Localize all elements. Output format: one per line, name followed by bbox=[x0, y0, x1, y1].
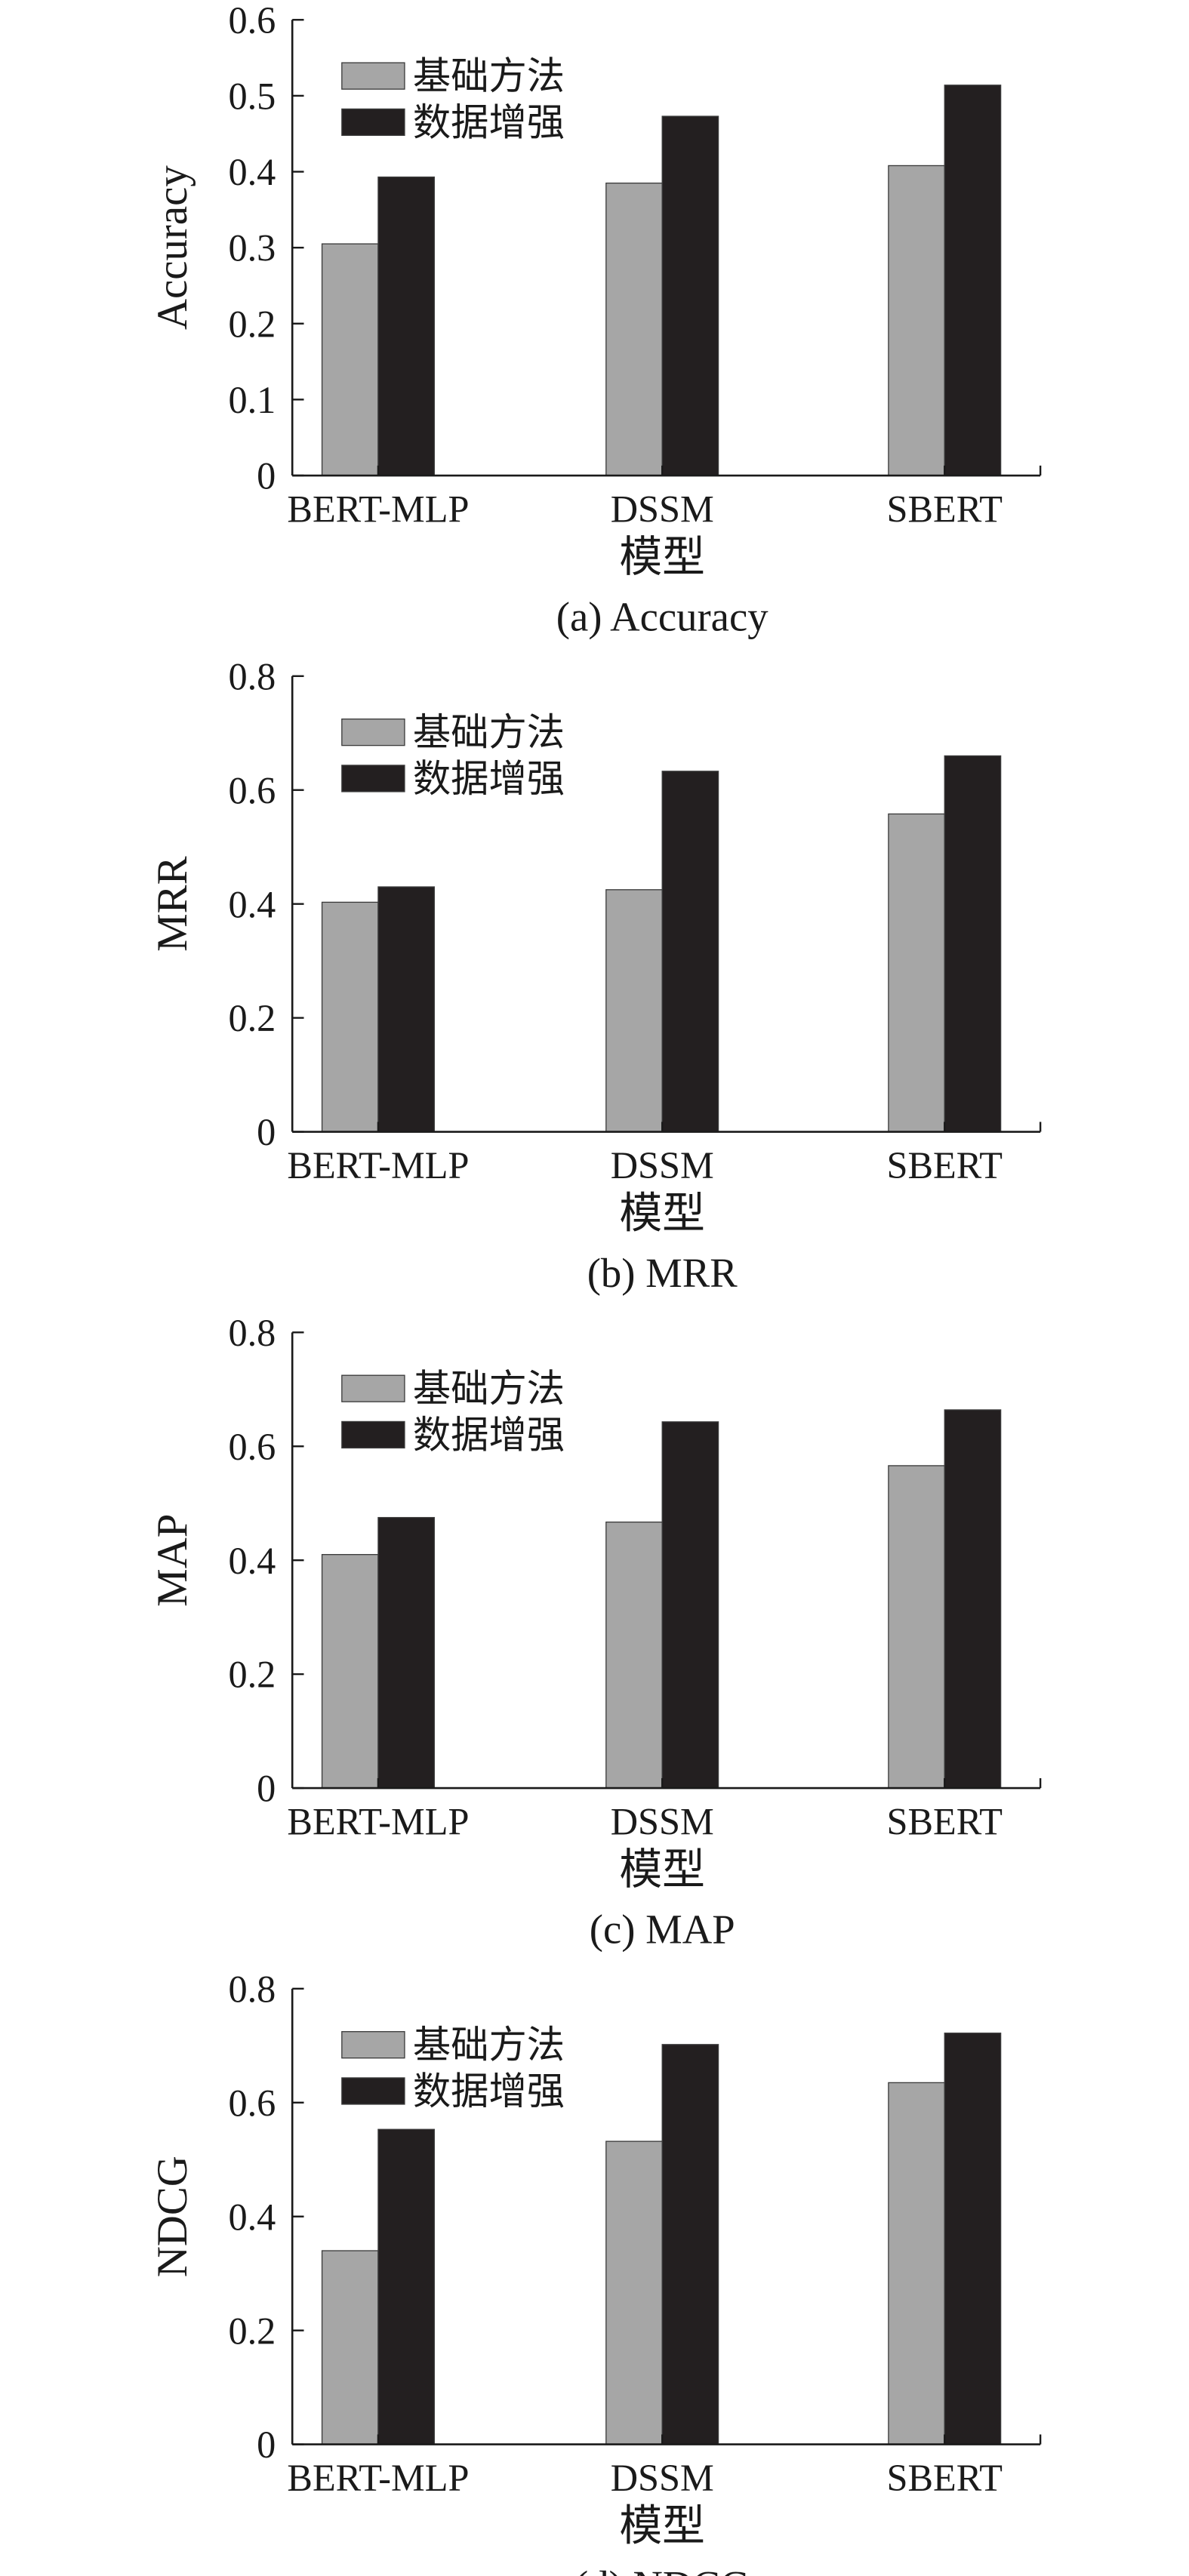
bar-dssm-series-2 bbox=[661, 771, 719, 1133]
x-tick-label: BERT-MLP bbox=[287, 1144, 469, 1186]
legend-label: 基础方法 bbox=[413, 1368, 565, 1410]
legend-label: 基础方法 bbox=[413, 55, 565, 97]
x-tick-label: SBERT bbox=[887, 1800, 1003, 1842]
y-tick-label: 0.8 bbox=[228, 655, 276, 697]
bar-sbert-series-2 bbox=[944, 85, 1002, 476]
bar-bert-mlp-series-2 bbox=[377, 886, 435, 1133]
bar-bert-mlp-series-1 bbox=[321, 901, 379, 1133]
x-tick-label: BERT-MLP bbox=[287, 488, 469, 530]
chart-panel-3: 0 0.2 0.4 0.6 0.8 BERT-MLP DSSM SBERT 模型 MAP (c) M… bbox=[149, 1312, 1042, 1953]
bar-sbert-series-2 bbox=[944, 755, 1002, 1133]
legend-swatch bbox=[341, 2077, 405, 2105]
legend-swatch bbox=[341, 108, 405, 137]
bar-sbert-series-2 bbox=[944, 2033, 1002, 2445]
y-axis-title: MAP bbox=[149, 1514, 196, 1607]
legend-swatch bbox=[341, 765, 405, 792]
y-tick-label: 0.6 bbox=[228, 2082, 276, 2124]
legend-label: 基础方法 bbox=[413, 712, 565, 754]
y-axis-title: NDCG bbox=[149, 2156, 196, 2277]
chart-caption: (c) MAP bbox=[590, 1907, 735, 1953]
y-tick-label: 0.4 bbox=[228, 1540, 276, 1582]
legend-swatch bbox=[341, 1420, 405, 1449]
y-tick-label: 0 bbox=[257, 455, 276, 497]
x-tick-label: DSSM bbox=[611, 1144, 714, 1186]
y-tick-label: 0.4 bbox=[228, 2196, 276, 2238]
bar-bert-mlp-series-1 bbox=[321, 2250, 379, 2445]
legend-swatch bbox=[341, 2031, 405, 2059]
y-tick-label: 0.3 bbox=[228, 227, 276, 269]
y-tick-label: 0.5 bbox=[228, 75, 276, 117]
bar-dssm-series-2 bbox=[661, 2044, 719, 2445]
chart-caption: (d) NDCG bbox=[574, 2562, 750, 2576]
x-axis-title: 模型 bbox=[619, 1846, 705, 1894]
y-tick-label: 0.1 bbox=[228, 379, 276, 421]
y-tick-label: 0.4 bbox=[228, 151, 276, 193]
y-tick-label: 0.6 bbox=[228, 0, 276, 42]
legend-swatch bbox=[341, 719, 405, 746]
x-tick-label: SBERT bbox=[887, 1144, 1003, 1186]
y-tick-label: 0.2 bbox=[228, 997, 276, 1039]
y-tick-label: 0.2 bbox=[228, 1654, 276, 1696]
bar-sbert-series-1 bbox=[888, 165, 945, 476]
y-tick-label: 0 bbox=[257, 1111, 276, 1153]
y-tick-label: 0.6 bbox=[228, 1426, 276, 1468]
bar-bert-mlp-series-2 bbox=[377, 176, 435, 476]
y-tick-label: 0.2 bbox=[228, 2310, 276, 2352]
y-tick-label: 0 bbox=[257, 1768, 276, 1810]
bar-dssm-series-1 bbox=[605, 2141, 663, 2445]
x-axis-title: 模型 bbox=[619, 2502, 705, 2550]
bar-dssm-series-2 bbox=[661, 1421, 719, 1789]
y-tick-label: 0 bbox=[257, 2424, 276, 2466]
bar-dssm-series-1 bbox=[605, 182, 663, 476]
bar-sbert-series-1 bbox=[888, 2082, 945, 2445]
x-tick-label: BERT-MLP bbox=[287, 2457, 469, 2499]
y-axis-title: Accuracy bbox=[149, 165, 196, 330]
bar-bert-mlp-series-2 bbox=[377, 2128, 435, 2445]
x-tick-label: BERT-MLP bbox=[287, 1800, 469, 1842]
x-tick-label: SBERT bbox=[887, 2457, 1003, 2499]
y-tick-label: 0.2 bbox=[228, 303, 276, 345]
legend-label: 数据增强 bbox=[413, 1414, 565, 1456]
legend-swatch bbox=[341, 1374, 405, 1402]
bar-bert-mlp-series-1 bbox=[321, 243, 379, 476]
y-tick-label: 0.6 bbox=[228, 769, 276, 811]
bar-dssm-series-1 bbox=[605, 889, 663, 1133]
x-axis-title: 模型 bbox=[619, 1190, 705, 1237]
legend-label: 数据增强 bbox=[413, 2070, 565, 2113]
bar-sbert-series-1 bbox=[888, 1465, 945, 1789]
bar-dssm-series-1 bbox=[605, 1521, 663, 1789]
chart-panel-1: 0 0.1 0.2 0.3 0.4 0.5 0.6 BERT-MLP DSSM SBERT 模型 Ac… bbox=[149, 0, 1042, 640]
chart-panel-2: 0 0.2 0.4 0.6 0.8 BERT-MLP DSSM SBERT 模型 MRR (b) M… bbox=[149, 655, 1042, 1296]
x-tick-label: DSSM bbox=[611, 2457, 714, 2499]
y-tick-label: 0.8 bbox=[228, 1312, 276, 1354]
x-tick-label: DSSM bbox=[611, 1800, 714, 1842]
x-tick-label: DSSM bbox=[611, 488, 714, 530]
bar-sbert-series-1 bbox=[888, 813, 945, 1133]
legend-label: 数据增强 bbox=[413, 101, 565, 143]
y-axis-title: MRR bbox=[149, 856, 196, 951]
chart-caption: (a) Accuracy bbox=[556, 594, 769, 640]
chart-panel-4: 0 0.2 0.4 0.6 0.8 BERT-MLP DSSM SBERT 模型 NDCG (d) … bbox=[149, 1968, 1042, 2576]
y-tick-label: 0.4 bbox=[228, 883, 276, 925]
bar-dssm-series-2 bbox=[661, 115, 719, 476]
bar-bert-mlp-series-2 bbox=[377, 1516, 435, 1789]
x-tick-label: SBERT bbox=[887, 488, 1003, 530]
bar-bert-mlp-series-1 bbox=[321, 1553, 379, 1789]
legend-label: 数据增强 bbox=[413, 758, 565, 800]
x-axis-title: 模型 bbox=[619, 534, 705, 581]
legend-label: 基础方法 bbox=[413, 2024, 565, 2067]
chart-caption: (b) MRR bbox=[587, 1250, 738, 1296]
y-tick-label: 0.8 bbox=[228, 1968, 276, 2010]
bar-sbert-series-2 bbox=[944, 1409, 1002, 1789]
legend-swatch bbox=[341, 62, 405, 90]
